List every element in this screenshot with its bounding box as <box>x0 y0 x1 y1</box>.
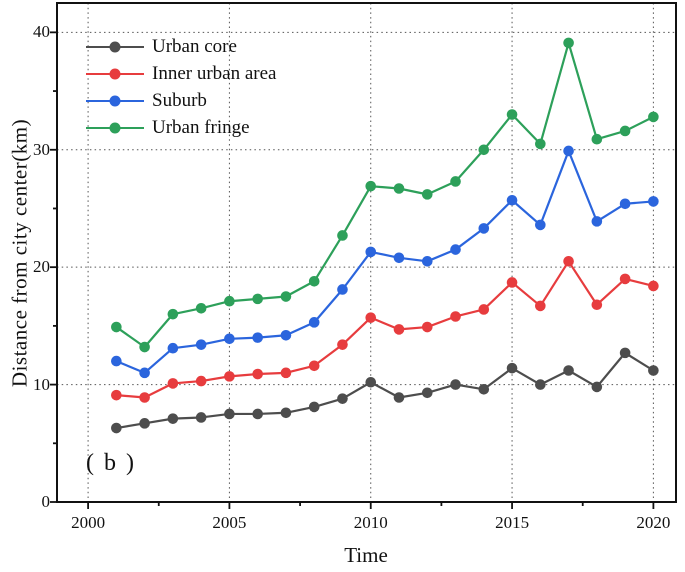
legend-item-inner-urban-area: Inner urban area <box>86 60 276 87</box>
legend-label: Suburb <box>152 90 207 111</box>
line-marker-icon <box>86 95 144 107</box>
y-tick-label: 10 <box>33 374 50 394</box>
legend: Urban core Inner urban area Suburb Urban… <box>86 33 276 141</box>
line-marker-icon <box>86 41 144 53</box>
y-tick-label: 20 <box>33 257 50 277</box>
x-tick-label: 2020 <box>636 513 671 532</box>
y-tick-label: 0 <box>41 492 51 511</box>
legend-label: Inner urban area <box>152 63 277 84</box>
subplot-annotation: ( b ) <box>86 450 136 476</box>
line-marker-icon <box>86 68 144 80</box>
y-tick-label: 30 <box>33 139 50 159</box>
legend-item-suburb: Suburb <box>86 87 276 114</box>
x-tick-label: 2000 <box>71 513 106 532</box>
legend-label: Urban core <box>152 36 237 57</box>
legend-item-urban-fringe: Urban fringe <box>86 114 276 141</box>
x-tick-label: 2015 <box>495 513 530 532</box>
legend-label: Urban fringe <box>152 117 250 138</box>
y-tick-label: 40 <box>33 22 50 42</box>
x-tick-label: 2005 <box>212 513 247 532</box>
x-axis-label: Time <box>344 543 388 567</box>
line-marker-icon <box>86 122 144 134</box>
legend-item-urban-core: Urban core <box>86 33 276 60</box>
x-tick-label: 2010 <box>353 513 388 532</box>
